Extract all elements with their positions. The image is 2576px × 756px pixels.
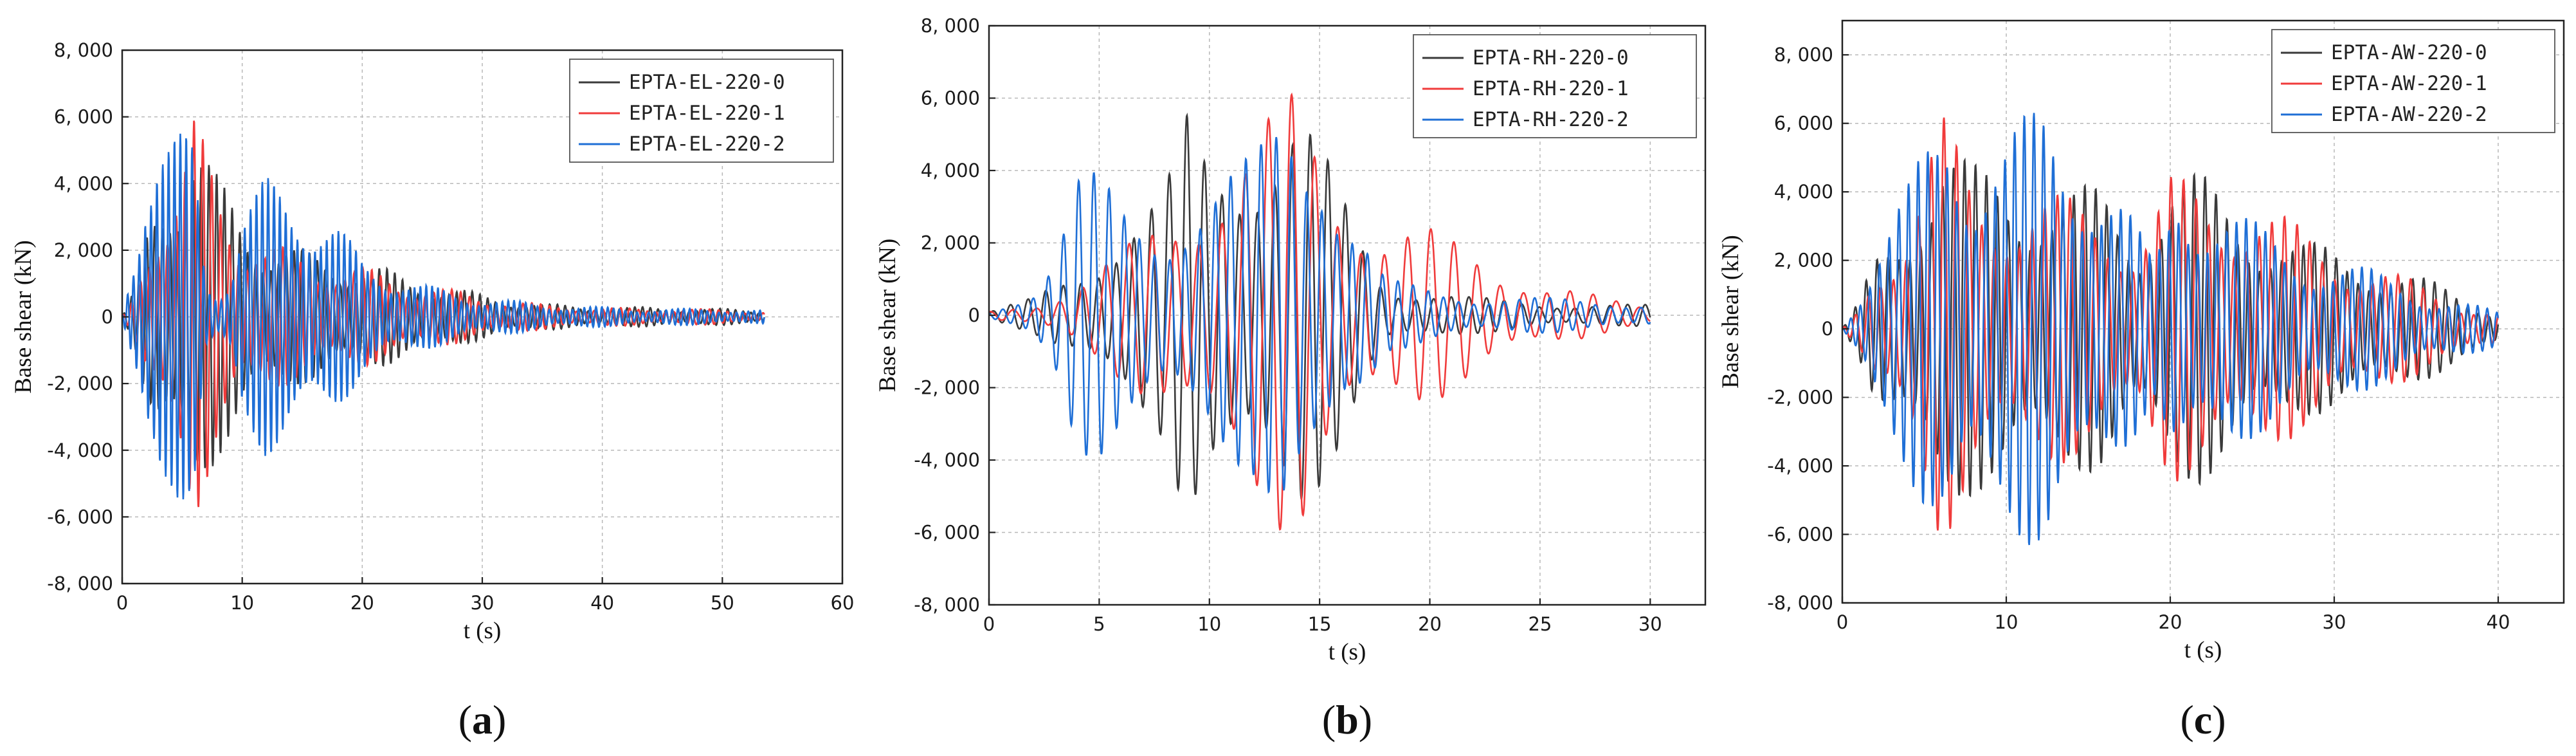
x-tick-label: 60 xyxy=(831,592,855,614)
y-tick-label: -8, 000 xyxy=(1767,592,1833,614)
panel-label: (c) xyxy=(2180,697,2226,742)
chart-panel-c: 0 10 20 30 40 -8, 000 -6, 000 -4, 000 -2, 000 0 2,… xyxy=(1718,19,2565,742)
y-tick-label: 2, 000 xyxy=(54,239,113,261)
y-tick-label: -4, 000 xyxy=(914,449,980,471)
series-line-epta-rh-220-2 xyxy=(989,136,1651,494)
y-tick-label: 2, 000 xyxy=(1774,250,1833,272)
y-tick-label: 4, 000 xyxy=(54,172,113,194)
chart-panel-b: 0 5 10 15 20 25 30 -8, 000 -6, 000 -4, 000 -2, 000… xyxy=(875,15,1707,742)
y-tick-label: 2, 000 xyxy=(921,232,980,254)
x-tick-label: 40 xyxy=(590,592,614,614)
panel-label: (b) xyxy=(1322,697,1372,742)
y-tick-label: -6, 000 xyxy=(1767,524,1833,546)
legend-entry: EPTA-EL-220-2 xyxy=(629,133,785,156)
legend-entry: EPTA-EL-220-1 xyxy=(629,102,785,125)
y-tick-label: 0 xyxy=(1822,318,1833,340)
series-line-epta-aw-220-2 xyxy=(1842,113,2499,546)
series-line-epta-el-220-0 xyxy=(122,165,765,468)
x-tick-label: 20 xyxy=(350,592,374,614)
x-tick-label: 15 xyxy=(1308,613,1332,635)
y-tick-label: -6, 000 xyxy=(47,506,113,528)
plot-frame xyxy=(1841,19,2565,604)
x-tick-label: 10 xyxy=(230,592,254,614)
x-tick-label: 0 xyxy=(116,592,128,614)
x-tick-label: 0 xyxy=(1837,611,1848,633)
y-tick-label: 0 xyxy=(968,304,980,326)
y-tick-label: 6, 000 xyxy=(54,106,113,128)
y-axis-title: Base shear (kN) xyxy=(10,240,37,393)
y-tick-label: -8, 000 xyxy=(47,573,113,595)
y-tick-label: 0 xyxy=(102,306,113,328)
y-tick-label: 8, 000 xyxy=(1774,44,1833,66)
legend-entry: EPTA-EL-220-0 xyxy=(629,71,785,94)
legend-entry: EPTA-AW-220-1 xyxy=(2331,72,2487,95)
y-tick-label: 8, 000 xyxy=(921,15,980,37)
y-tick-label: 4, 000 xyxy=(1774,181,1833,203)
y-tick-label: -2, 000 xyxy=(47,373,113,394)
x-tick-label: 10 xyxy=(1995,611,2018,633)
x-tick-label: 20 xyxy=(1418,613,1442,635)
x-tick-label: 30 xyxy=(1638,613,1662,635)
y-tick-label: -2, 000 xyxy=(1767,387,1833,409)
x-tick-label: 20 xyxy=(2159,611,2182,633)
y-axis-title: Base shear (kN) xyxy=(1718,235,1744,388)
x-tick-label: 5 xyxy=(1093,613,1105,635)
x-axis-title: t (s) xyxy=(464,618,502,644)
y-tick-label: -6, 000 xyxy=(914,522,980,544)
y-axis-title: Base shear (kN) xyxy=(875,239,901,392)
x-tick-label: 50 xyxy=(711,592,734,614)
y-tick-label: -4, 000 xyxy=(47,439,113,461)
y-tick-label: 4, 000 xyxy=(921,160,980,181)
chart-panel-a: 0 10 20 30 40 50 60 -8, 000 -6, 000 -4, 000 -2, 00… xyxy=(10,39,854,742)
y-tick-label: 8, 000 xyxy=(54,39,113,61)
x-tick-label: 25 xyxy=(1528,613,1552,635)
y-tick-label: -2, 000 xyxy=(914,377,980,399)
x-tick-label: 30 xyxy=(2323,611,2346,633)
panel-label: (a) xyxy=(458,697,507,742)
y-tick-label: -4, 000 xyxy=(1767,455,1833,477)
legend-entry: EPTA-RH-220-2 xyxy=(1473,108,1629,131)
x-tick-label: 0 xyxy=(983,613,995,635)
x-tick-label: 30 xyxy=(471,592,494,614)
legend-entry: EPTA-AW-220-0 xyxy=(2331,41,2487,64)
legend-entry: EPTA-AW-220-2 xyxy=(2331,103,2487,126)
x-tick-label: 10 xyxy=(1197,613,1221,635)
x-axis-title: t (s) xyxy=(2184,637,2222,663)
x-tick-label: 40 xyxy=(2487,611,2510,633)
legend-entry: EPTA-RH-220-1 xyxy=(1473,77,1629,100)
legend-entry: EPTA-RH-220-0 xyxy=(1473,46,1629,69)
x-axis-title: t (s) xyxy=(1329,639,1366,665)
series-line-epta-rh-220-0 xyxy=(989,112,1651,500)
series-line-epta-el-220-2 xyxy=(122,133,765,500)
y-tick-label: 6, 000 xyxy=(1774,113,1833,134)
y-tick-label: 6, 000 xyxy=(921,88,980,109)
y-tick-label: -8, 000 xyxy=(914,594,980,616)
